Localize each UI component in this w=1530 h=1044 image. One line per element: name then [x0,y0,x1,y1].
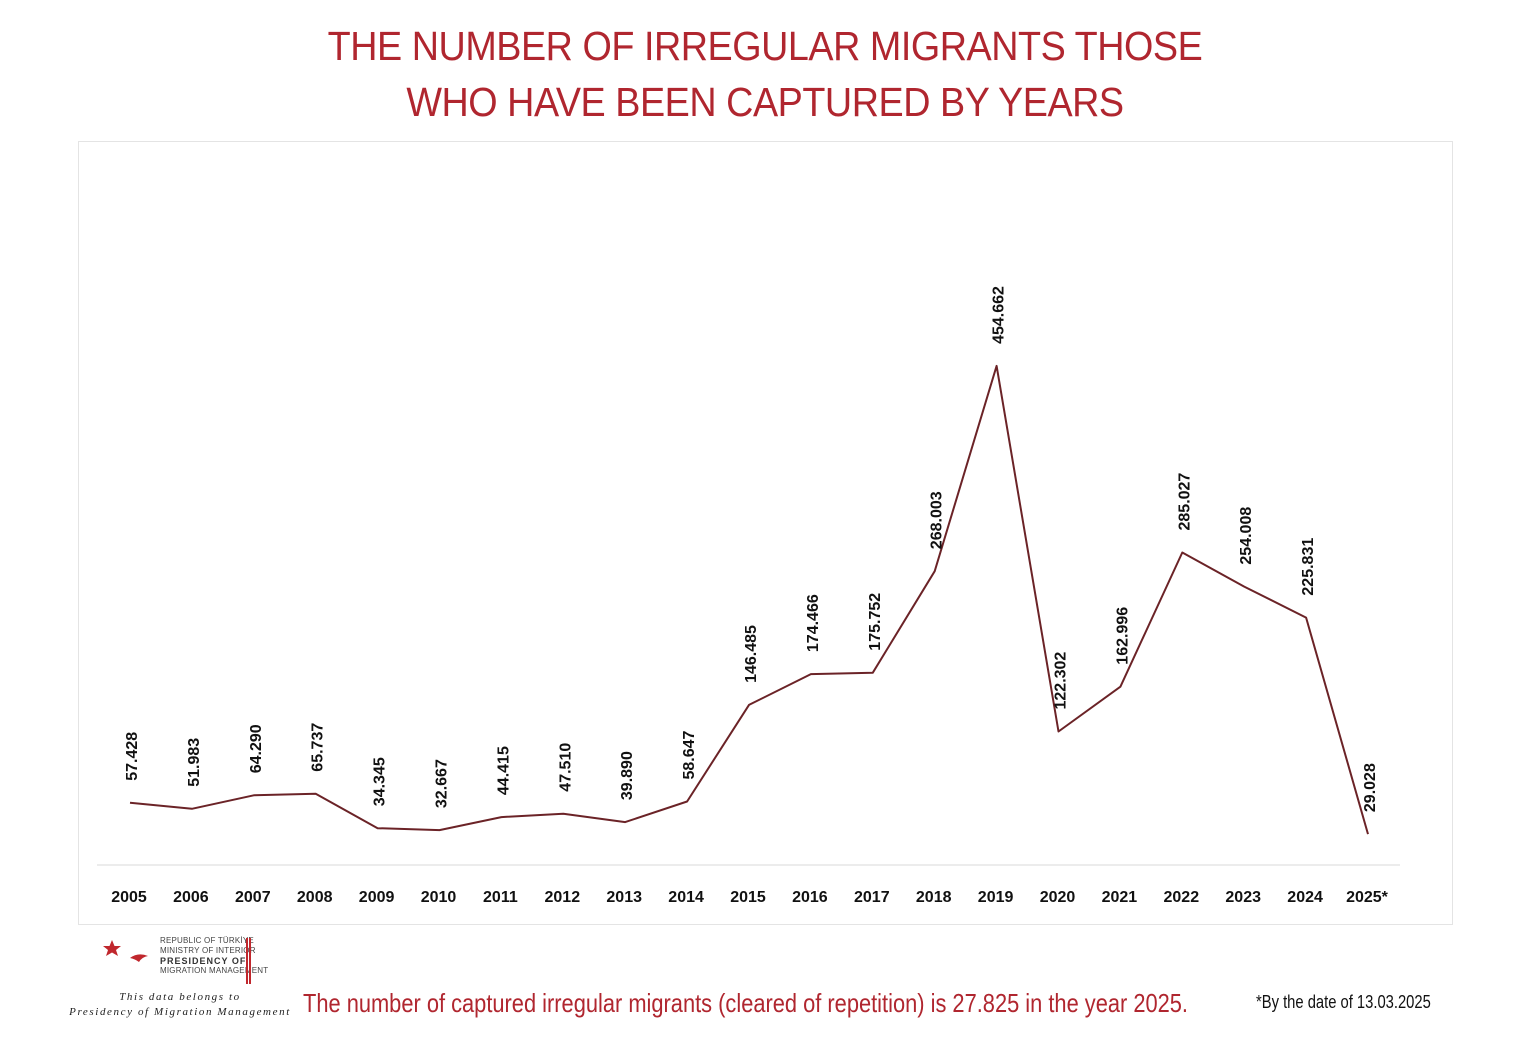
x-tick-label: 2006 [173,889,209,906]
x-tick-label: 2013 [606,889,642,906]
value-label: 32.667 [434,759,451,808]
star-icon [103,940,121,956]
x-tick-label: 2007 [235,889,271,906]
x-tick-label: 2015 [730,889,766,906]
data-credit: This data belongs to Presidency of Migra… [60,990,300,1020]
value-label: 39.890 [619,751,636,800]
x-tick-label: 2011 [483,889,518,906]
x-tick-label: 2017 [854,889,890,906]
x-tick-label: 2021 [1102,889,1138,906]
value-label: 64.290 [248,724,265,773]
logo-text: REPUBLIC OF TÜRKİYE MINISTRY OF INTERIOR… [160,936,268,976]
value-labels: 57.428 51.983 64.290 65.737 34.345 32.667 44.4… [124,286,1379,812]
x-tick-label: 2016 [792,889,828,906]
x-tick-label: 2025* [1346,889,1389,906]
x-tick-label: 2024 [1287,889,1323,906]
date-note: *By the date of 13.03.2025 [1256,992,1431,1012]
x-tick-label: 2014 [668,889,704,906]
value-label: 47.510 [557,743,574,792]
logo-line-4: MIGRATION MANAGEMENT [160,966,269,975]
value-label: 51.983 [186,738,203,787]
value-label: 122.302 [1053,652,1070,710]
series-line [129,364,1369,835]
value-label: 44.415 [495,746,512,795]
x-tick-label: 2019 [978,889,1014,906]
logo-line-1: REPUBLIC OF TÜRKİYE [160,936,254,945]
credit-line-1: This data belongs to [119,991,241,1003]
value-label: 254.008 [1238,507,1255,565]
page-title: THE NUMBER OF IRREGULAR MIGRANTS THOSE W… [61,18,1469,130]
value-label: 146.485 [743,625,760,683]
x-tick-label: 2008 [297,889,333,906]
x-tick-label: 2018 [916,889,952,906]
value-label: 162.996 [1114,607,1131,665]
title-line-2: WHO HAVE BEEN CAPTURED BY YEARS [406,79,1124,125]
x-tick-label: 2012 [545,889,581,906]
footnote: The number of captured irregular migrant… [303,988,1189,1018]
value-label: 268.003 [929,491,946,549]
logo-divider [246,938,251,984]
value-label: 57.428 [124,732,141,781]
x-tick-label: 2022 [1164,889,1200,906]
value-label: 65.737 [310,723,327,772]
value-label: 29.028 [1362,763,1379,812]
x-tick-label: 2020 [1040,889,1076,906]
x-tick-label: 2009 [359,889,395,906]
x-tick-label: 2005 [111,889,147,906]
value-label: 175.752 [867,593,884,651]
value-label: 174.466 [805,594,822,652]
value-label: 454.662 [991,286,1008,344]
x-tick-label: 2023 [1225,889,1261,906]
value-label: 34.345 [372,757,389,806]
x-tick-labels: 2005 2006 2007 2008 2009 2010 2011 2012 2013 2014… [111,889,1388,906]
logo-line-3: PRESIDENCY OF [160,956,247,966]
line-chart: 57.428 51.983 64.290 65.737 34.345 32.667 44.4… [97,286,1400,906]
chart-frame [78,141,1453,925]
credit-line-2: Presidency of Migration Management [69,1006,291,1018]
x-tick-label: 2010 [421,889,457,906]
value-label: 58.647 [681,730,698,779]
value-label: 285.027 [1176,473,1193,531]
title-line-1: THE NUMBER OF IRREGULAR MIGRANTS THOSE [327,23,1203,69]
value-label: 225.831 [1300,538,1317,596]
migration-logo [103,940,152,983]
logo-line-2: MINISTRY OF INTERIOR [160,946,256,955]
bird-icon [130,954,148,962]
